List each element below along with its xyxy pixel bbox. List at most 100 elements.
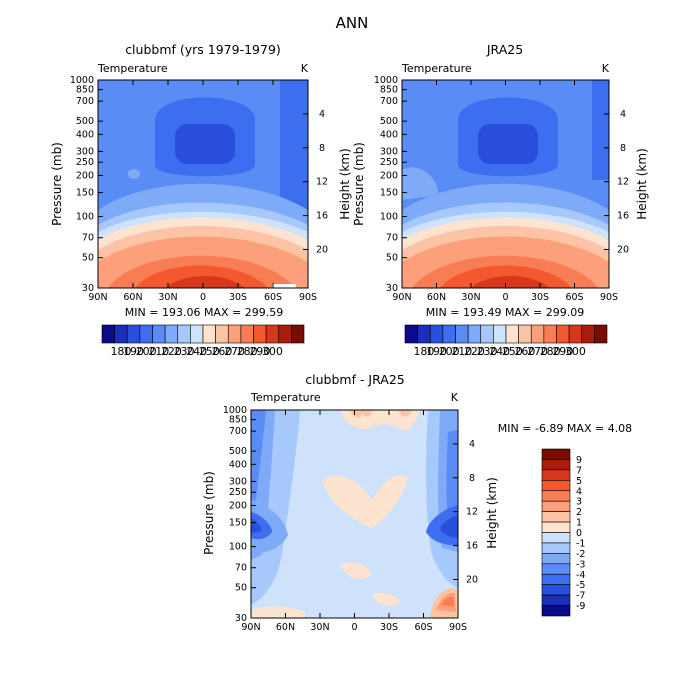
colorbar-label: 180: [110, 345, 131, 358]
y-tick-label: 300: [380, 146, 398, 157]
y2-axis-label: Height (km): [485, 477, 499, 548]
colorbar-cell: [227, 324, 242, 344]
y2-tick-label: 12: [316, 177, 328, 188]
colorbar-label: -5: [576, 580, 585, 591]
y-tick-label: 300: [76, 146, 94, 157]
contour-band: [251, 512, 272, 540]
colorbar-cell: [541, 490, 571, 502]
colorbar-cell: [190, 324, 204, 344]
colorbar-label: 5: [576, 476, 582, 487]
contour-field: [98, 80, 308, 288]
contour-band: [470, 276, 550, 288]
panel-units-label: K: [301, 62, 309, 75]
colorbar-label: 250: [502, 345, 523, 358]
colorbar-cell: [455, 324, 469, 344]
y2-ticks: 4 8 12 16 20: [453, 439, 478, 585]
y-tick-label: 150: [229, 518, 247, 529]
y-tick-label: 70: [386, 233, 398, 244]
colorbar-cell: [541, 563, 571, 575]
colorbar-label: 4: [576, 486, 582, 497]
y-tick-label: 700: [229, 426, 247, 437]
colorbar-cell: [541, 459, 571, 471]
contour-band: [592, 80, 609, 180]
y-tick-label: 70: [82, 233, 94, 244]
colorbar-label: 190: [426, 345, 447, 358]
colorbar-label: 300: [262, 345, 283, 358]
x-tick-label: 60N: [123, 292, 142, 303]
x-ticks: 90N 60N 30N 0 30S 60S 90S: [241, 410, 467, 633]
x-tick-label: 30S: [531, 292, 549, 303]
y2-axis-label: Height (km): [338, 148, 352, 219]
colorbar-label: 7: [576, 465, 582, 476]
contour-band: [398, 410, 412, 417]
colorbar-label: 200: [439, 345, 460, 358]
colorbar-label: 210: [451, 345, 472, 358]
y-tick-label: 250: [380, 157, 398, 168]
y2-tick-label: 16: [617, 211, 629, 222]
panel-units-label: K: [602, 62, 610, 75]
colorbar-cell: [253, 324, 267, 344]
y-tick-label: 30: [82, 283, 94, 294]
x-tick-label: 90N: [241, 622, 260, 633]
y-tick-label: 500: [380, 116, 398, 127]
x-tick-label: 0: [351, 622, 357, 633]
colorbar-label: 250: [199, 345, 220, 358]
y-tick-label: 200: [76, 170, 94, 181]
y-tick-label: 1000: [223, 405, 247, 416]
colorbar-cell: [139, 324, 153, 344]
colorbar-cell: [556, 324, 570, 344]
colorbar-label: 3: [576, 497, 582, 508]
contour-band: [251, 518, 262, 533]
colorbar-cell: [429, 324, 444, 344]
colorbar-cell: [202, 324, 216, 344]
contour-band: [350, 410, 372, 418]
contour-band: [175, 124, 235, 164]
contour-band: [251, 606, 305, 618]
colorbar-cell: [541, 532, 571, 544]
y-tick-label: 100: [76, 212, 94, 223]
colorbar-cell: [480, 324, 494, 344]
colorbar-cell: [265, 324, 280, 344]
x-tick-label: 0: [200, 292, 206, 303]
contour-band: [251, 410, 266, 502]
colorbar-cell: [101, 324, 115, 344]
x-tick-label: 0: [502, 292, 508, 303]
colorbar-cell: [240, 324, 254, 344]
x-tick-label: 30S: [380, 622, 398, 633]
x-tick-label: 60S: [565, 292, 583, 303]
y2-tick-label: 4: [620, 109, 626, 120]
x-tick-label: 90N: [88, 292, 107, 303]
panel-difference: clubbmf - JRA25 Temperature K: [202, 372, 632, 633]
y-tick-label: 1000: [374, 75, 398, 86]
x-tick-label: 30N: [461, 292, 480, 303]
colorbar-label: 220: [161, 345, 182, 358]
y-tick-label: 700: [76, 96, 94, 107]
panel-variable-label: Temperature: [250, 391, 321, 404]
colorbar-label: 1: [576, 518, 582, 529]
colorbar-cell: [152, 324, 166, 344]
colorbar-cell: [541, 594, 571, 606]
colorbar-cell: [568, 324, 583, 344]
colorbar-cell: [541, 480, 571, 492]
colorbar-cell: [541, 500, 571, 512]
panel-variable-label: Temperature: [97, 62, 168, 75]
colorbar-cell: [177, 324, 191, 344]
y-tick-label: 150: [380, 188, 398, 199]
colorbar-label: 240: [489, 345, 510, 358]
contour-band: [128, 169, 140, 179]
colorbar-label: 9: [576, 455, 582, 466]
y2-tick-label: 8: [319, 143, 325, 154]
x-ticks: 90N 60N 30N 0 30S 60S 90S: [392, 80, 618, 303]
colorbar-label: -3: [576, 559, 585, 570]
y-tick-label: 50: [386, 253, 398, 264]
panel-units-label: K: [451, 391, 459, 404]
colorbar-cell: [541, 469, 571, 481]
x-tick-label: 90S: [299, 292, 317, 303]
colorbar-label: -1: [576, 538, 585, 549]
x-tick-label: 60S: [264, 292, 282, 303]
